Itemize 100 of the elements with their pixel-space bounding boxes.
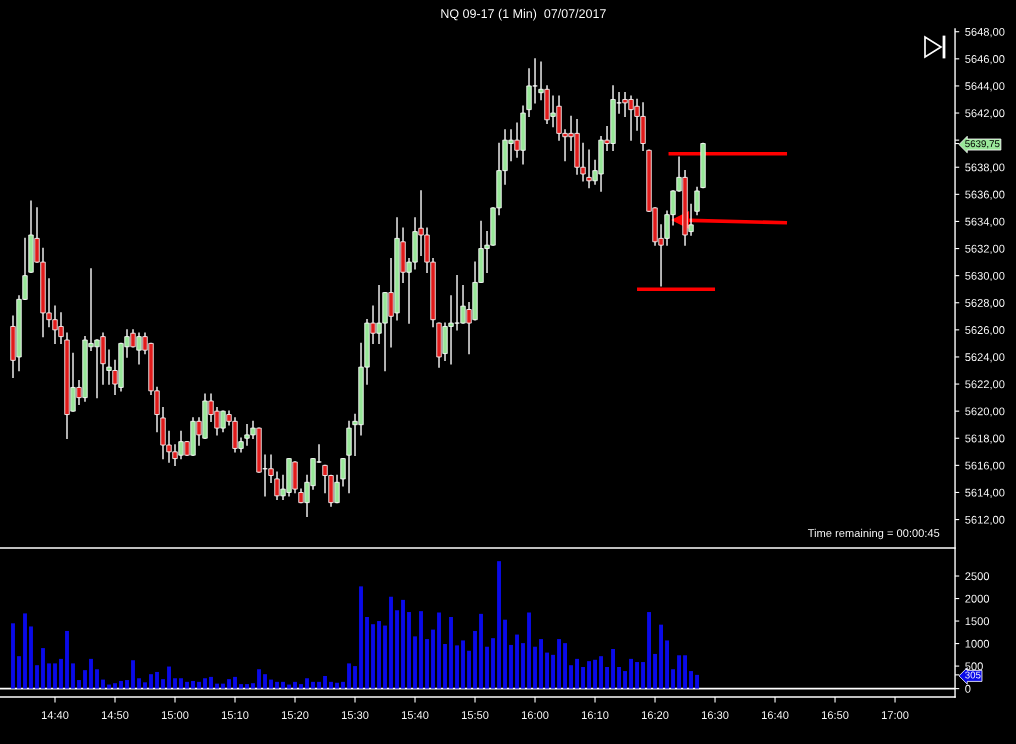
bar (599, 656, 603, 689)
bar (281, 681, 285, 689)
bar (311, 681, 315, 689)
bar (443, 644, 447, 689)
bar (215, 683, 219, 689)
bar (395, 610, 399, 689)
bar (11, 623, 15, 689)
y-tick-label: 2000 (965, 594, 990, 603)
bar (83, 670, 87, 689)
bar (71, 663, 75, 689)
bar (689, 671, 693, 689)
bar (569, 665, 573, 689)
bar (431, 629, 435, 689)
bar (89, 658, 93, 689)
y-tick-label: 5638,00 (965, 163, 1005, 173)
bar (635, 662, 639, 689)
bar (65, 630, 69, 689)
bar (623, 671, 627, 689)
y-tick-label: 5632,00 (965, 244, 1005, 254)
bar (179, 678, 183, 689)
bar (101, 679, 105, 689)
x-tick-label: 16:20 (641, 711, 669, 720)
bar (593, 659, 597, 689)
bar (335, 682, 339, 689)
y-tick-label: 5636,00 (965, 190, 1005, 200)
bar (665, 640, 669, 689)
bar (371, 624, 375, 689)
bar (173, 678, 177, 689)
bar (245, 684, 249, 689)
bar (587, 661, 591, 689)
y-tick-label: 5644,00 (965, 82, 1005, 92)
candlestick (694, 186, 700, 216)
annotation: Time remaining = 00:00:45 (807, 528, 940, 540)
x-tick-label: 14:50 (101, 711, 129, 720)
bar (185, 681, 189, 689)
x-tick-label: 15:10 (221, 711, 249, 720)
bar (497, 561, 501, 689)
bar (203, 678, 207, 689)
y-tick-label: 500 (965, 662, 983, 671)
bar (197, 681, 201, 689)
bar (359, 586, 363, 689)
bar (17, 656, 21, 689)
bar (407, 612, 411, 689)
y-tick-label: 1500 (965, 617, 990, 626)
bar (23, 613, 27, 689)
bar (119, 680, 123, 689)
bar (419, 611, 423, 689)
bar (377, 621, 381, 689)
y-tick-label: 5626,00 (965, 326, 1005, 336)
bar (257, 669, 261, 689)
y-tick-label: 2500 (965, 572, 990, 581)
bar (209, 676, 213, 689)
bar (653, 653, 657, 689)
bar (353, 666, 357, 689)
y-tick-label: 5620,00 (965, 407, 1005, 417)
bar (149, 674, 153, 689)
bar (647, 612, 651, 689)
bar (491, 638, 495, 689)
bar (275, 681, 279, 689)
bar (551, 654, 555, 689)
bar (515, 634, 519, 689)
y-tick-label: 0 (965, 684, 971, 693)
y-tick-label: 5612,00 (965, 515, 1005, 526)
bar (671, 669, 675, 689)
bar (581, 666, 585, 689)
bar (449, 617, 453, 689)
bar (677, 655, 681, 689)
bar (545, 652, 549, 689)
y-tick-label: 5618,00 (965, 434, 1005, 444)
bar (605, 666, 609, 689)
bar (155, 671, 159, 689)
bar (113, 683, 117, 689)
bar (383, 625, 387, 689)
y-tick-label: 5634,00 (965, 217, 1005, 227)
y-tick-label: 5614,00 (965, 488, 1005, 498)
bar (143, 682, 147, 689)
bar (503, 619, 507, 689)
bar (509, 644, 513, 689)
bar (389, 596, 393, 689)
y-tick-label: 5622,00 (965, 380, 1005, 390)
x-tick-label: 17:00 (881, 711, 909, 720)
bar (95, 669, 99, 689)
x-tick-label: 15:50 (461, 711, 489, 720)
bar (437, 612, 441, 689)
x-tick-label: 15:30 (341, 711, 369, 720)
y-tick-label: 5642,00 (965, 109, 1005, 119)
bar (191, 680, 195, 689)
bar (59, 658, 63, 689)
y-tick-label: 5624,00 (965, 353, 1005, 363)
bar (287, 684, 291, 689)
y-tick-label: 1000 (965, 639, 990, 648)
bar (293, 681, 297, 689)
bar (521, 643, 525, 689)
bar (485, 646, 489, 689)
bar (455, 645, 459, 689)
x-tick-label: 16:10 (581, 711, 609, 720)
y-tick-label: 305 (965, 671, 981, 679)
bar (467, 650, 471, 689)
x-tick-label: 15:20 (281, 711, 309, 720)
bar (629, 658, 633, 689)
